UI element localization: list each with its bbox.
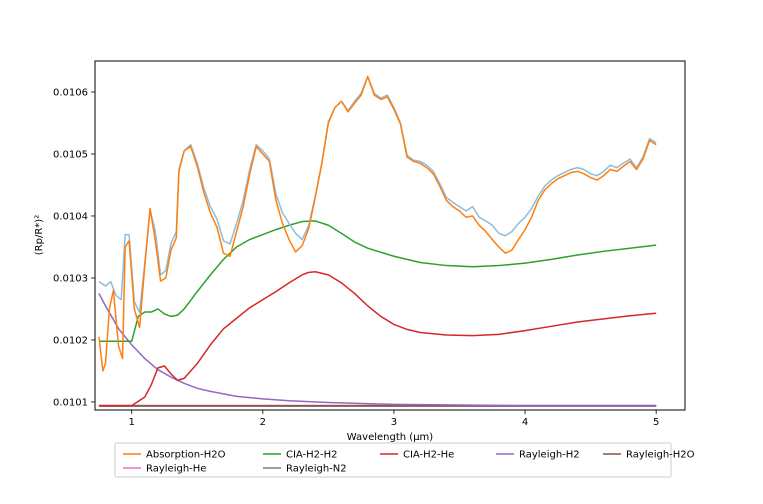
series-layer [98, 75, 657, 408]
series-line-absorption-h2o [98, 75, 657, 372]
legend-label: CIA-H2-He [403, 450, 454, 461]
y-tick-label: 0.0106 [53, 87, 88, 98]
x-tick-label: 4 [522, 417, 528, 428]
y-tick-label: 0.0103 [53, 273, 88, 284]
series-line-cia-h2-h2 [98, 220, 657, 342]
x-tick-label: 5 [653, 417, 659, 428]
y-tick-label: 0.0104 [53, 211, 88, 222]
legend-box [114, 442, 672, 478]
y-axis: 0.0101 0.0102 0.0103 0.0104 0.0105 0.0106 [53, 87, 95, 408]
y-axis-label: (Rp/R*)² [34, 215, 45, 255]
series-line-cia-h2-he [98, 271, 657, 407]
legend-label: Rayleigh-H2 [519, 450, 580, 461]
legend-label: Rayleigh-N2 [286, 464, 347, 475]
y-tick-label: 0.0105 [53, 149, 88, 160]
x-tick-label: 3 [391, 417, 397, 428]
y-tick-label: 0.0102 [53, 335, 88, 346]
plot-area [95, 61, 685, 410]
legend-label: Absorption-H2O [146, 450, 226, 461]
legend: Absorption-H2O CIA-H2-H2 CIA-H2-He Rayleigh… [114, 442, 695, 478]
legend-label: Rayleigh-He [146, 464, 206, 475]
x-axis: 1 2 3 4 5 [129, 410, 659, 428]
y-tick-label: 0.0101 [53, 397, 88, 408]
x-axis-label: Wavelength (μm) [347, 432, 434, 443]
series-line-rayleigh-h2 [98, 293, 657, 407]
x-tick-label: 1 [129, 417, 135, 428]
legend-label: CIA-H2-H2 [286, 450, 338, 461]
plot-frame [94, 60, 686, 411]
x-tick-label: 2 [260, 417, 266, 428]
legend-label: Rayleigh-H2O [626, 450, 695, 461]
